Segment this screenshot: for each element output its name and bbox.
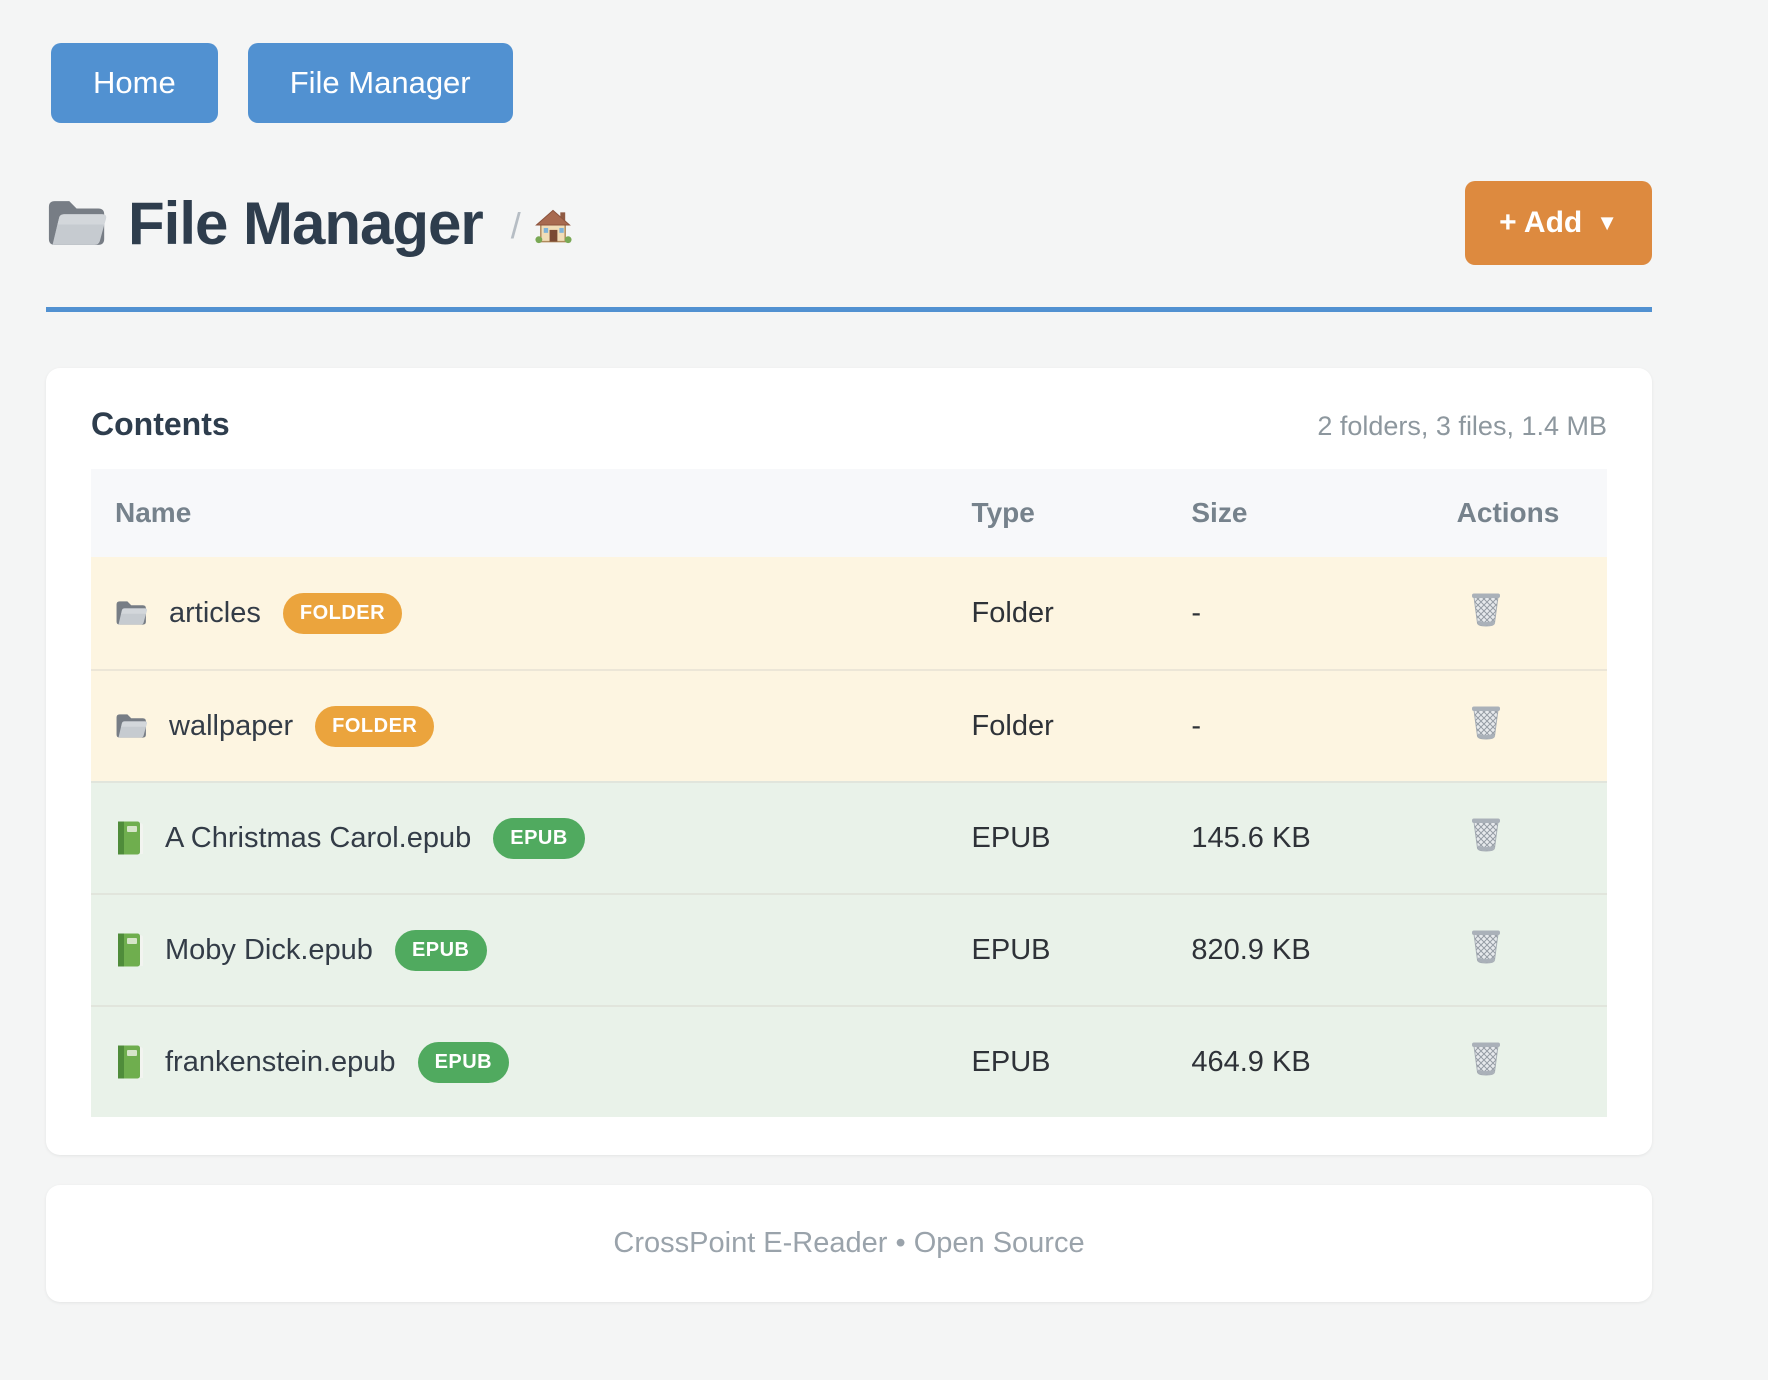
table-row: wallpaper FOLDER Folder -	[91, 669, 1607, 781]
trash-icon	[1469, 703, 1503, 741]
type-badge: FOLDER	[315, 705, 435, 747]
table-header: Name Type Size Actions	[91, 469, 1607, 557]
size-cell: -	[1167, 669, 1433, 781]
contents-summary: 2 folders, 3 files, 1.4 MB	[1317, 411, 1607, 441]
column-header-size: Size	[1167, 469, 1433, 557]
green-book-icon	[115, 932, 145, 968]
file-manager-nav-button[interactable]: File Manager	[247, 43, 513, 123]
footer-text: CrossPoint E-Reader • Open Source	[613, 1227, 1085, 1259]
trash-icon	[1469, 815, 1503, 853]
file-name[interactable]: wallpaper	[169, 709, 294, 742]
file-table: Name Type Size Actions articles FOLDER F…	[91, 469, 1607, 1117]
type-cell: EPUB	[947, 1005, 1168, 1117]
folder-icon	[115, 711, 149, 741]
type-cell: EPUB	[947, 893, 1168, 1005]
trash-icon	[1469, 927, 1503, 965]
green-book-icon	[115, 1044, 145, 1080]
table-row: articles FOLDER Folder -	[91, 557, 1607, 669]
add-button-label: + Add	[1499, 206, 1583, 239]
chevron-down-icon: ▼	[1596, 210, 1618, 235]
file-name[interactable]: articles	[169, 596, 261, 629]
contents-card-header: Contents 2 folders, 3 files, 1.4 MB	[91, 406, 1607, 443]
type-cell: Folder	[947, 669, 1168, 781]
file-name[interactable]: A Christmas Carol.epub	[165, 821, 472, 854]
top-nav: Home File Manager	[51, 43, 1652, 123]
file-name[interactable]: Moby Dick.epub	[165, 933, 373, 966]
type-badge: EPUB	[493, 817, 585, 859]
size-cell: 145.6 KB	[1167, 781, 1433, 893]
folder-icon	[115, 598, 149, 628]
table-row: Moby Dick.epub EPUB EPUB 820.9 KB	[91, 893, 1607, 1005]
contents-heading: Contents	[91, 406, 230, 442]
delete-button[interactable]	[1469, 590, 1503, 628]
size-cell: 464.9 KB	[1167, 1005, 1433, 1117]
trash-icon	[1469, 1039, 1503, 1077]
delete-button[interactable]	[1469, 927, 1503, 965]
column-header-type: Type	[947, 469, 1168, 557]
table-row: frankenstein.epub EPUB EPUB 464.9 KB	[91, 1005, 1607, 1117]
folder-icon	[46, 195, 110, 251]
size-cell: -	[1167, 557, 1433, 669]
column-header-actions: Actions	[1432, 469, 1607, 557]
add-button[interactable]: + Add ▼	[1465, 181, 1652, 265]
delete-button[interactable]	[1469, 1039, 1503, 1077]
delete-button[interactable]	[1469, 703, 1503, 741]
type-badge: EPUB	[394, 929, 487, 971]
trash-icon	[1469, 590, 1503, 628]
type-cell: Folder	[947, 557, 1168, 669]
size-cell: 820.9 KB	[1167, 893, 1433, 1005]
table-body: articles FOLDER Folder - wallpaper	[91, 557, 1607, 1117]
home-nav-button[interactable]: Home	[51, 43, 218, 123]
delete-button[interactable]	[1469, 815, 1503, 853]
house-icon[interactable]	[533, 206, 573, 246]
column-header-name: Name	[91, 469, 948, 557]
table-row: A Christmas Carol.epub EPUB EPUB 145.6 K…	[91, 781, 1607, 893]
file-name[interactable]: frankenstein.epub	[165, 1045, 396, 1078]
title-divider	[46, 307, 1652, 312]
green-book-icon	[115, 820, 145, 856]
contents-card: Contents 2 folders, 3 files, 1.4 MB Name…	[46, 368, 1652, 1155]
type-cell: EPUB	[947, 781, 1168, 893]
page: Home File Manager File Manager / + Add ▼…	[46, 43, 1652, 1302]
type-badge: FOLDER	[282, 592, 403, 634]
page-title: File Manager	[128, 189, 484, 257]
breadcrumb-separator: /	[510, 205, 521, 246]
page-header: File Manager / + Add ▼	[46, 181, 1652, 265]
title-wrap: File Manager /	[46, 189, 573, 258]
type-badge: EPUB	[417, 1041, 510, 1083]
footer-card: CrossPoint E-Reader • Open Source	[46, 1185, 1652, 1302]
